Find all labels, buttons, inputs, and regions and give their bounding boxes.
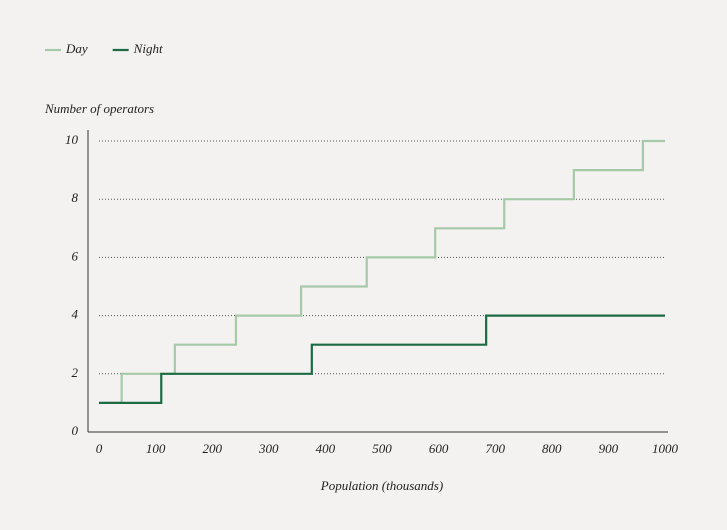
y-tick-label: 10 xyxy=(65,132,79,147)
y-tick-label: 2 xyxy=(72,365,79,380)
x-tick-label: 300 xyxy=(258,441,279,456)
series-line xyxy=(99,314,665,404)
x-tick-label: 200 xyxy=(202,441,222,456)
y-tick-label: 0 xyxy=(72,423,79,438)
x-axis-title: Population (thousands) xyxy=(320,478,443,493)
x-tick-label: 600 xyxy=(429,441,449,456)
y-tick-label: 6 xyxy=(72,248,79,263)
y-tick-label: 4 xyxy=(72,307,79,322)
x-tick-label: 800 xyxy=(542,441,562,456)
legend-label: Day xyxy=(65,41,88,56)
x-tick-label: 100 xyxy=(146,441,166,456)
x-tick-label: 400 xyxy=(316,441,336,456)
x-tick-label: 0 xyxy=(96,441,103,456)
series-line xyxy=(99,139,665,404)
x-tick-label: 700 xyxy=(485,441,505,456)
x-tick-label: 900 xyxy=(599,441,619,456)
x-tick-label: 1000 xyxy=(652,441,679,456)
x-tick-label: 500 xyxy=(372,441,392,456)
legend-label: Night xyxy=(133,41,163,56)
y-tick-label: 8 xyxy=(72,190,79,205)
y-axis-title: Number of operators xyxy=(44,101,154,116)
